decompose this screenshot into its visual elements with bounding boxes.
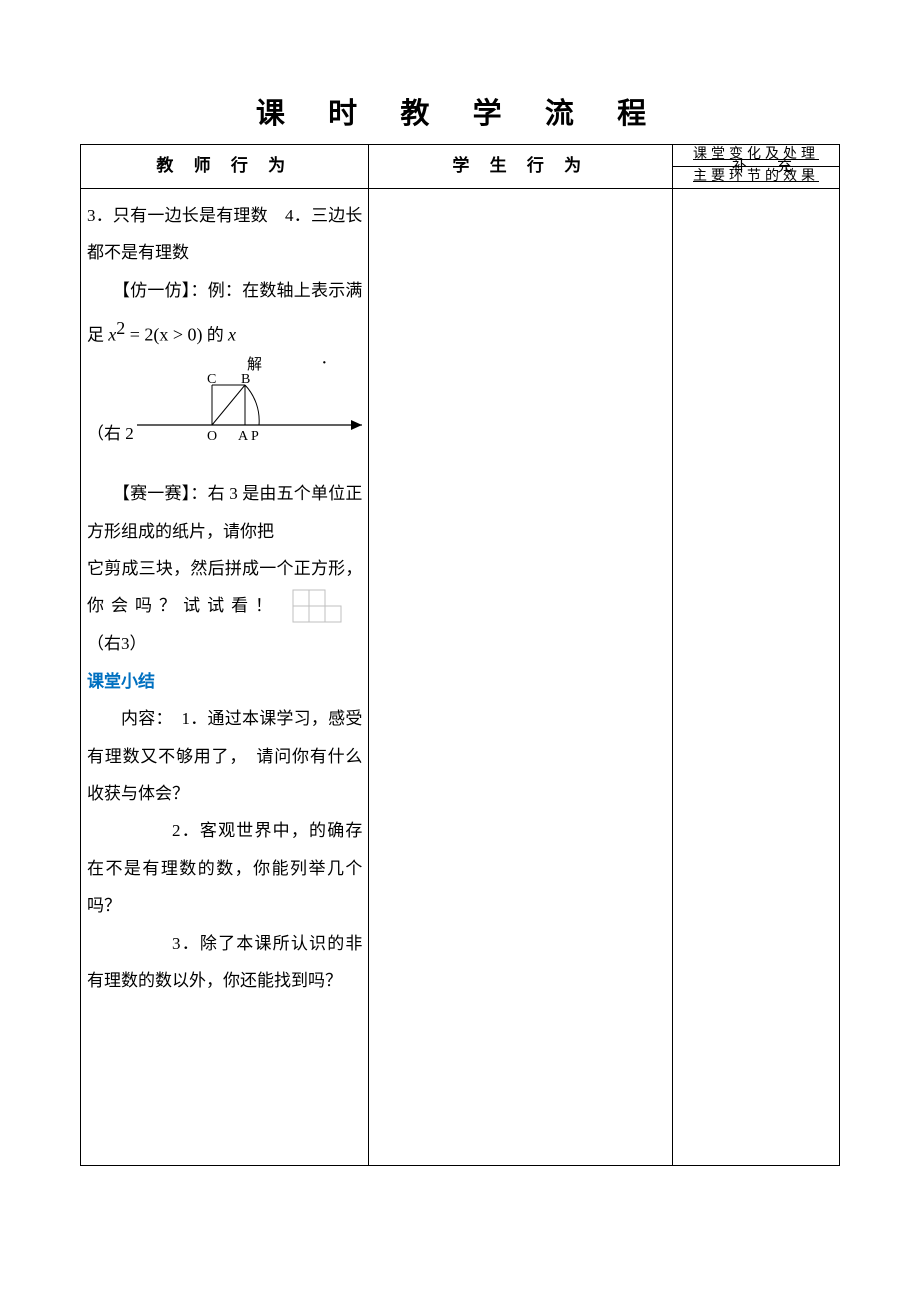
number-line-diagram: （右 2 解 · C B O A — [87, 355, 362, 475]
math-sup: 2 — [116, 318, 125, 338]
body-p4: 它剪成三块，然后拼成一个正方形，你会吗？试试看！ （右3） — [87, 550, 362, 663]
right-content — [673, 188, 840, 1165]
body-p2: 【仿一仿】：例：在数轴上表示满足 x2 = 2(x > 0) 的 x — [87, 272, 362, 356]
puzzle-shape — [292, 589, 344, 625]
header-teacher: 教 师 行 为 — [81, 145, 369, 189]
body-p6: 2．客观世界中，的确存在不是有理数的数，你能列举几个吗？ — [87, 812, 362, 924]
body-p3: 【赛一赛】：右 3 是由五个单位正方形组成的纸片，请你把 — [87, 475, 362, 550]
p2-mid: 的 — [203, 326, 229, 345]
math-x2: x — [228, 325, 236, 345]
axis-arrow — [351, 420, 362, 430]
math-eq: = 2 — [125, 325, 153, 345]
section-summary-title: 课堂小结 — [87, 663, 362, 700]
math-paren: (x > 0) — [153, 325, 202, 345]
fig-dot: · — [321, 355, 328, 374]
student-content — [369, 188, 673, 1165]
body-p5: 内容： 1．通过本课学习，感受有理数又不够用了， 请问你有什么收获与体会？ — [87, 700, 362, 812]
teacher-content: 3．只有一边长是有理数 4．三边长都不是有理数 【仿一仿】：例：在数轴上表示满足… — [81, 188, 369, 1165]
supplement-label: 补充 — [732, 155, 822, 176]
right2-label: （右 2 — [87, 415, 134, 452]
arc-bp — [245, 385, 259, 425]
p4-right3: （右3） — [87, 634, 147, 653]
label-p: P — [251, 429, 259, 444]
label-a: A — [238, 429, 249, 444]
label-b: B — [241, 372, 250, 387]
label-c: C — [207, 372, 216, 387]
body-p7: 3．除了本课所认识的非有理数的数以外，你还能找到吗？ — [87, 925, 362, 1000]
body-p1: 3．只有一边长是有理数 4．三边长都不是有理数 — [87, 197, 362, 272]
diagram-svg: 解 · C B O A P — [137, 355, 367, 465]
header-student: 学 生 行 为 — [369, 145, 673, 189]
label-o: O — [207, 429, 217, 444]
page-title: 课 时 教 学 流 程 — [80, 90, 840, 132]
ob-diagonal — [212, 385, 245, 425]
lesson-table: 教 师 行 为 学 生 行 为 课堂变化及处理 主要环节的效果 3．只有一边长是… — [80, 144, 840, 1166]
fig-jie: 解 — [247, 356, 262, 373]
